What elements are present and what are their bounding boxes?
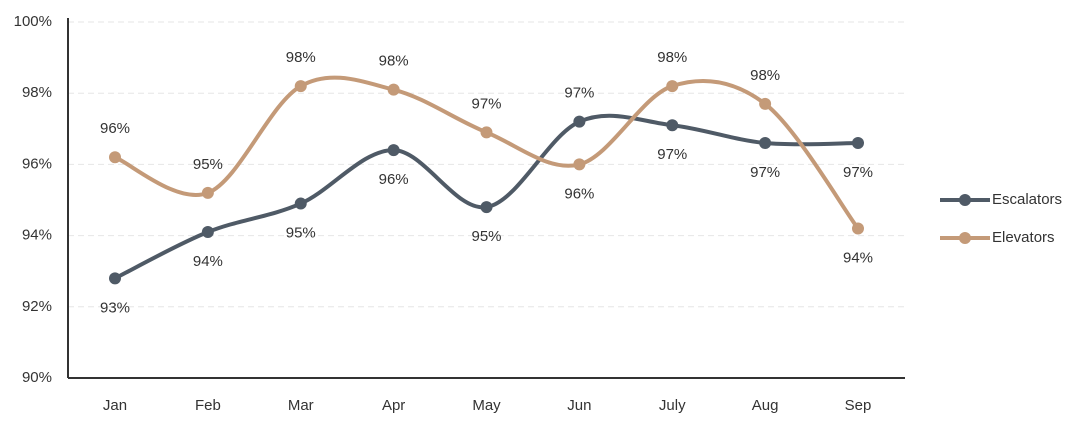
x-tick-label: Jun [567, 397, 591, 414]
data-label: 97% [657, 146, 687, 163]
legend-item: Elevators [940, 229, 1055, 246]
legend-label: Escalators [992, 191, 1062, 208]
x-tick-label: Mar [288, 397, 314, 414]
point [666, 80, 679, 93]
y-tick-label: 94% [22, 227, 52, 244]
data-label: 95% [286, 225, 316, 242]
point [480, 201, 493, 214]
data-label: 97% [843, 164, 873, 181]
point [201, 226, 214, 239]
point [109, 272, 121, 285]
x-tick-label: May [472, 397, 501, 414]
point [109, 151, 121, 164]
data-label: 95% [471, 228, 501, 245]
y-tick-label: 98% [22, 84, 52, 101]
point [759, 137, 772, 150]
legend-marker [959, 194, 971, 206]
data-label: 93% [100, 299, 130, 316]
point [480, 126, 493, 139]
point [387, 144, 400, 157]
x-tick-label: Sep [845, 397, 872, 414]
data-label: 94% [193, 253, 223, 270]
x-tick-label: Apr [382, 397, 405, 414]
data-label: 98% [286, 49, 316, 66]
y-tick-label: 100% [14, 13, 52, 30]
data-label: 98% [657, 49, 687, 66]
series-line [114, 113, 859, 281]
y-tick-label: 96% [22, 155, 52, 172]
point [666, 119, 679, 132]
point [294, 80, 307, 93]
data-label: 97% [750, 164, 780, 181]
point [294, 197, 307, 210]
data-label: 98% [750, 67, 780, 84]
y-tick-label: 90% [22, 369, 52, 386]
legend-label: Elevators [992, 229, 1055, 246]
point [387, 83, 400, 96]
point [573, 158, 586, 171]
point [573, 115, 586, 128]
data-label: 94% [843, 249, 873, 266]
x-tick-label: Feb [195, 397, 221, 414]
point [852, 222, 864, 235]
data-label: 96% [564, 185, 594, 202]
point [852, 137, 864, 150]
x-tick-label: Jan [103, 397, 127, 414]
data-label: 97% [471, 95, 501, 112]
x-tick-label: Aug [752, 397, 779, 414]
data-label: 98% [379, 53, 409, 70]
point [759, 97, 772, 110]
data-label: 95% [193, 156, 223, 173]
data-label: 96% [379, 171, 409, 188]
data-label: 97% [564, 85, 594, 102]
legend-item: Escalators [940, 191, 1062, 208]
point [201, 186, 214, 199]
legend-marker [959, 232, 971, 244]
y-tick-label: 92% [22, 298, 52, 315]
data-label: 96% [100, 120, 130, 137]
x-tick-label: July [659, 397, 686, 414]
